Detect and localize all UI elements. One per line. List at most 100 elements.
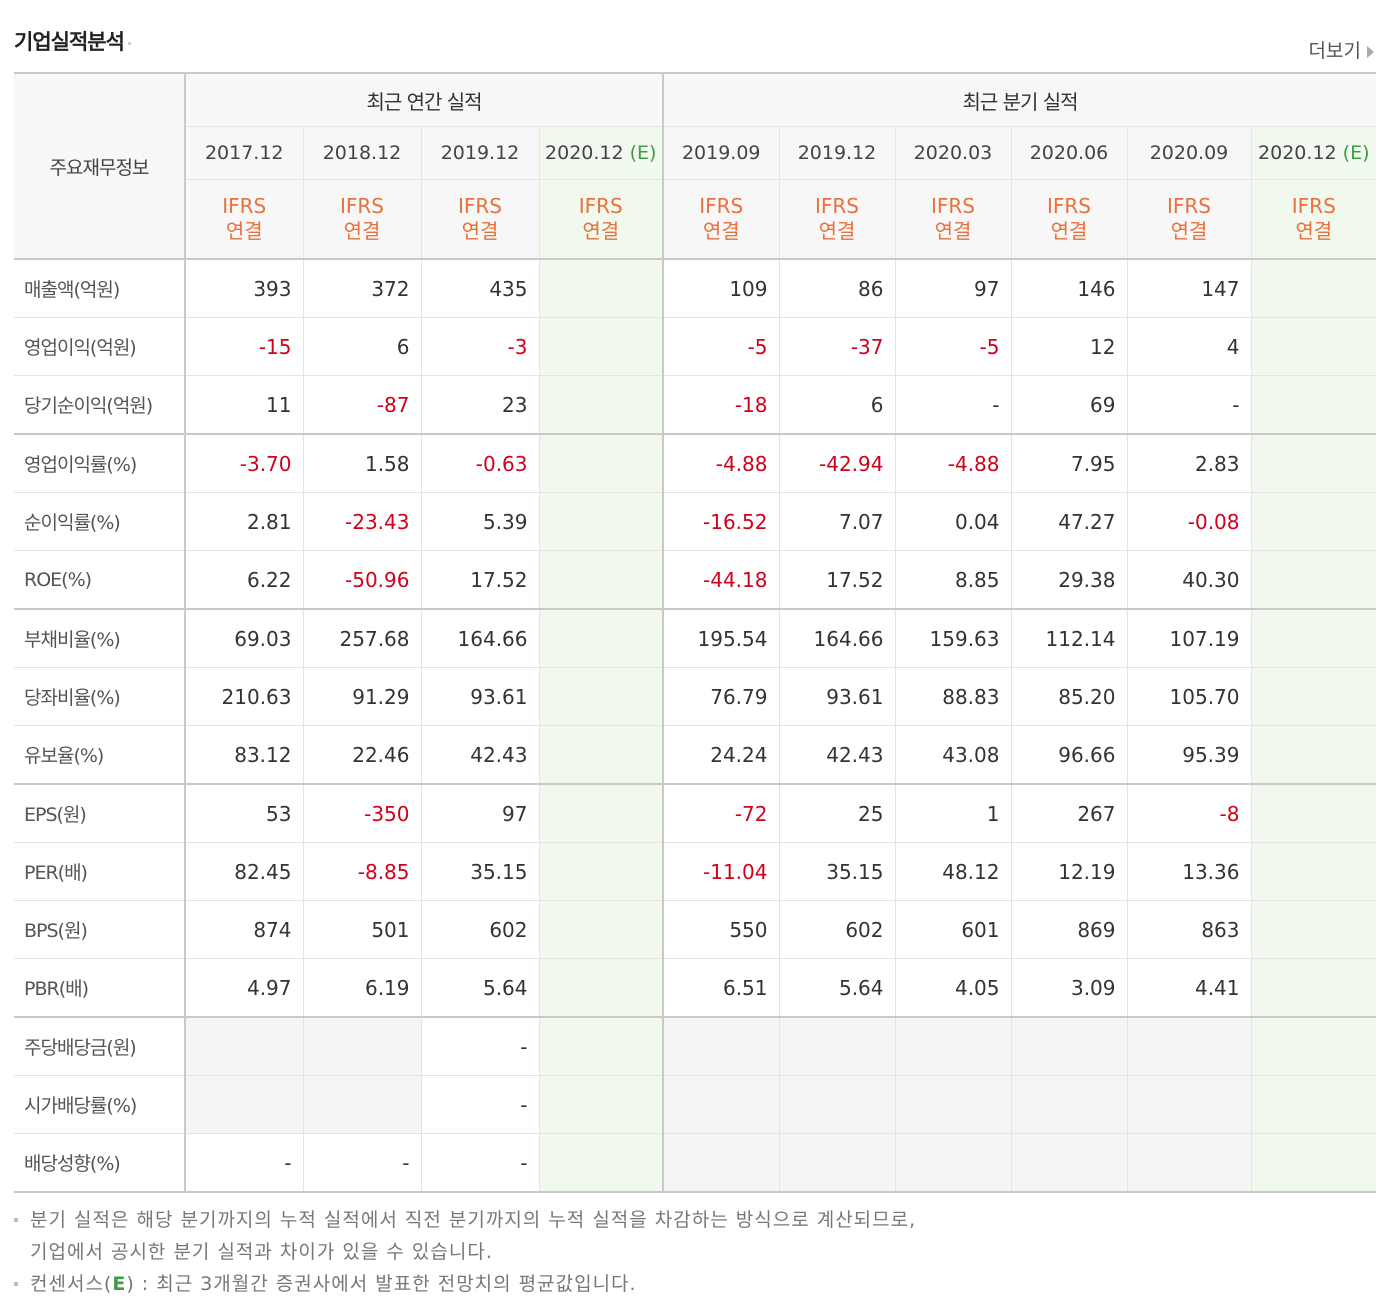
table-cell: [538, 550, 664, 610]
footnotes: 분기 실적은 해당 분기까지의 누적 실적에서 직전 분기까지의 누적 실적을 …: [14, 1204, 916, 1300]
table-cell: [1250, 317, 1377, 376]
period-header: 2017.12: [185, 126, 304, 180]
table-cell: -42.94: [778, 433, 896, 493]
table-cell: 13.36: [1126, 842, 1252, 901]
ifrs-header: IFRS 연결: [185, 179, 304, 260]
more-link[interactable]: 더보기: [1309, 36, 1374, 63]
table-cell: [1250, 667, 1377, 726]
table-cell: -37: [778, 317, 896, 376]
table-cell: [1250, 1133, 1377, 1193]
table-cell: 107.19: [1126, 608, 1252, 668]
table-cell: [538, 317, 664, 376]
table-cell: 76.79: [662, 667, 780, 726]
table-cell: -18: [662, 375, 780, 435]
table-cell: 6: [302, 317, 422, 376]
table-cell: 112.14: [1010, 608, 1128, 668]
table-row: ROE(%) 6.22 -50.96 17.52 -44.18 17.52 8.85 29.3…: [14, 550, 1377, 610]
table-cell: 874: [184, 900, 304, 959]
table-cell: 35.15: [778, 842, 896, 901]
table-cell: -3.70: [184, 433, 304, 493]
table-row: 영업이익률(%) -3.70 1.58 -0.63 -4.88 -42.94 -4.88 7.…: [14, 433, 1377, 493]
table-cell: 4.05: [894, 958, 1012, 1018]
table-cell: 601: [894, 900, 1012, 959]
table-cell: [1250, 725, 1377, 785]
table-cell: 5.39: [420, 492, 540, 551]
table-cell: 4.41: [1126, 958, 1252, 1018]
table-cell: [778, 1133, 896, 1193]
table-cell: 53: [184, 783, 304, 843]
table-cell: 6.19: [302, 958, 422, 1018]
ifrs-header: IFRS 연결: [1010, 179, 1128, 260]
table-cell: 210.63: [184, 667, 304, 726]
row-label: 유보율(%): [14, 725, 186, 785]
table-cell: 12.19: [1010, 842, 1128, 901]
estimate-mark: (E): [1342, 142, 1370, 164]
table-cell: 195.54: [662, 608, 780, 668]
table-cell: [1126, 1075, 1252, 1134]
table-cell: 69: [1010, 375, 1128, 435]
table-cell: -16.52: [662, 492, 780, 551]
table-cell: 0.04: [894, 492, 1012, 551]
table-cell: 7.07: [778, 492, 896, 551]
row-label: 순이익률(%): [14, 492, 186, 551]
table-cell: 42.43: [420, 725, 540, 785]
table-cell: -0.63: [420, 433, 540, 493]
table-cell: 11: [184, 375, 304, 435]
table-cell: [1010, 1075, 1128, 1134]
table-cell: 12: [1010, 317, 1128, 376]
table-cell: 4.97: [184, 958, 304, 1018]
table-cell: 48.12: [894, 842, 1012, 901]
row-label: 부채비율(%): [14, 608, 186, 668]
table-cell: [538, 375, 664, 435]
table-cell: 5.64: [420, 958, 540, 1018]
row-label: 영업이익(억원): [14, 317, 186, 376]
table-cell: 86: [778, 258, 896, 318]
table-cell: 1.58: [302, 433, 422, 493]
table-cell: [1250, 550, 1377, 610]
table-row: 영업이익(억원) -15 6 -3 -5 -37 -5 12 4: [14, 317, 1377, 376]
table-cell: [1250, 258, 1377, 318]
table-cell: [1010, 1016, 1128, 1076]
table-cell: -5: [662, 317, 780, 376]
table-cell: 40.30: [1126, 550, 1252, 610]
table-cell: 43.08: [894, 725, 1012, 785]
table-cell: -: [894, 375, 1012, 435]
table-cell: 85.20: [1010, 667, 1128, 726]
table-cell: 3.09: [1010, 958, 1128, 1018]
table-cell: 159.63: [894, 608, 1012, 668]
period-header: 2019.12: [420, 126, 540, 180]
table-cell: 267: [1010, 783, 1128, 843]
table-cell: -72: [662, 783, 780, 843]
table-cell: 29.38: [1010, 550, 1128, 610]
table-row: PBR(배) 4.97 6.19 5.64 6.51 5.64 4.05 3.09 4.41: [14, 958, 1377, 1018]
table-cell: -50.96: [302, 550, 422, 610]
table-cell: [538, 492, 664, 551]
table-cell: [894, 1075, 1012, 1134]
table-cell: [538, 900, 664, 959]
table-cell: 435: [420, 258, 540, 318]
table-cell: [538, 725, 664, 785]
section-title: 기업실적분석: [14, 26, 131, 56]
ifrs-header: IFRS 연결: [778, 179, 896, 260]
table-cell: 93.61: [420, 667, 540, 726]
ifrs-header: IFRS 연결: [1126, 179, 1252, 260]
table-cell: [538, 1016, 664, 1076]
table-cell: -15: [184, 317, 304, 376]
table-cell: [1250, 1016, 1377, 1076]
footnote-quarter: 분기 실적은 해당 분기까지의 누적 실적에서 직전 분기까지의 누적 실적을 …: [14, 1204, 916, 1236]
row-label: 당기순이익(억원): [14, 375, 186, 435]
ifrs-header: IFRS 연결: [302, 179, 422, 260]
table-cell: 24.24: [662, 725, 780, 785]
table-cell: -: [420, 1016, 540, 1076]
table-cell: [184, 1016, 304, 1076]
row-label: EPS(원): [14, 783, 186, 843]
table-cell: 96.66: [1010, 725, 1128, 785]
table-row: 시가배당률(%) -: [14, 1075, 1377, 1134]
table-cell: 869: [1010, 900, 1128, 959]
period-header: 2020.03: [894, 126, 1012, 180]
row-label: 영업이익률(%): [14, 433, 186, 493]
table-cell: 23: [420, 375, 540, 435]
table-cell: [538, 433, 664, 493]
table-cell: 25: [778, 783, 896, 843]
footnote-consensus: 컨센서스(E) : 최근 3개월간 증권사에서 발표한 전망치의 평균값입니다.: [14, 1268, 916, 1300]
